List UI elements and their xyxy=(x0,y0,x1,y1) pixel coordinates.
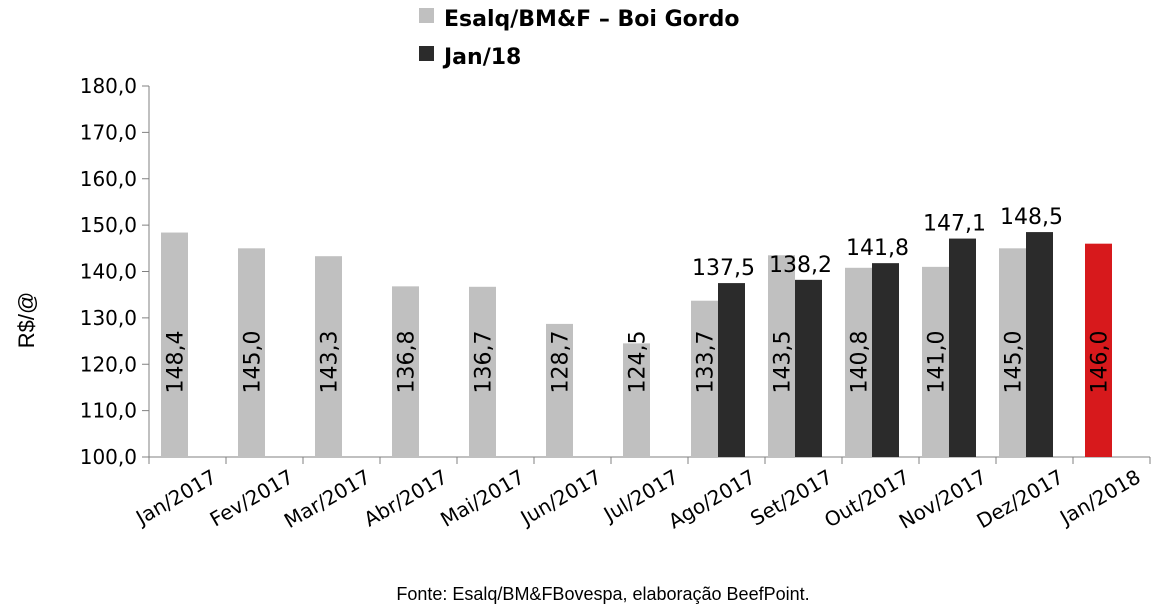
y-axis: 100,0 110,0 120,0 130,0 140,0 150,0 160,0 170,0… xyxy=(80,74,150,469)
x-tick-label: Set/2017 xyxy=(746,465,836,531)
x-tick-label: Jun/2017 xyxy=(515,465,606,531)
data-labels: 148,4 145,0 143,3 136,8 136,7 128,7 124,5 133,7… xyxy=(164,205,1113,393)
bar-jan18 xyxy=(718,283,745,457)
bars xyxy=(161,232,1112,457)
x-tick-label: Jan/2018 xyxy=(1054,465,1144,531)
data-label-esalq: 140,8 xyxy=(848,331,873,394)
legend-label-jan18: Jan/18 xyxy=(442,45,521,70)
bar-esalq xyxy=(845,267,872,457)
bar-esalq xyxy=(1085,243,1112,457)
x-tick-label: Nov/2017 xyxy=(895,465,991,534)
legend-label-esalq: Esalq/BM&F – Boi Gordo xyxy=(444,7,739,32)
bar-esalq xyxy=(392,286,419,457)
bar-esalq xyxy=(623,343,650,457)
y-tick-label: 120,0 xyxy=(80,352,137,376)
data-label-jan18: 147,1 xyxy=(923,212,986,237)
bar-esalq xyxy=(315,256,342,457)
data-label-esalq: 145,0 xyxy=(241,331,266,394)
x-tick-label: Ago/2017 xyxy=(664,465,759,534)
x-tick-label: Mai/2017 xyxy=(436,465,528,532)
bar-jan18 xyxy=(872,263,899,457)
bar-esalq xyxy=(546,323,573,457)
y-tick-label: 130,0 xyxy=(80,306,137,330)
bar-esalq xyxy=(999,248,1026,457)
bar-esalq xyxy=(161,232,188,457)
data-label-esalq: 141,0 xyxy=(925,331,950,394)
y-tick-label: 170,0 xyxy=(80,120,137,144)
data-label-jan18: 141,8 xyxy=(846,236,909,261)
x-tick-label: Fev/2017 xyxy=(206,465,298,532)
bar-jan18 xyxy=(795,279,822,457)
data-label-esalq: 124,5 xyxy=(626,331,651,394)
bar-esalq xyxy=(238,248,265,457)
data-label-esalq: 136,8 xyxy=(395,331,420,394)
data-label-jan18: 148,5 xyxy=(1000,205,1063,230)
data-label-esalq: 148,4 xyxy=(164,331,189,394)
bar-esalq xyxy=(922,266,949,457)
legend: Esalq/BM&F – Boi Gordo Jan/18 xyxy=(419,7,739,70)
x-tick-label: Dez/2017 xyxy=(972,465,1067,534)
x-tick-label: Mar/2017 xyxy=(280,465,375,533)
bar-esalq xyxy=(768,255,795,457)
data-label-esalq: 146,0 xyxy=(1088,331,1113,394)
legend-swatch-jan18 xyxy=(419,46,434,61)
y-axis-title: R$/@ xyxy=(14,292,39,349)
y-tick-label: 140,0 xyxy=(80,260,137,284)
x-axis: Jan/2017Fev/2017Mar/2017Abr/2017Mai/2017… xyxy=(130,456,1151,534)
data-label-jan18: 138,2 xyxy=(769,253,832,278)
y-tick-label: 110,0 xyxy=(80,399,137,423)
bar-esalq xyxy=(469,286,496,457)
source-note: Fonte: Esalq/BM&FBovespa, elaboração Bee… xyxy=(396,584,809,604)
x-tick-label: Abr/2017 xyxy=(360,465,452,532)
data-label-esalq: 143,3 xyxy=(318,331,343,394)
y-tick-label: 100,0 xyxy=(80,445,137,469)
bar-jan18 xyxy=(949,238,976,457)
legend-swatch-esalq xyxy=(419,8,434,23)
y-tick-label: 160,0 xyxy=(80,167,137,191)
data-label-esalq: 145,0 xyxy=(1002,331,1027,394)
data-label-jan18: 137,5 xyxy=(692,256,755,281)
y-tick-label: 180,0 xyxy=(80,74,137,98)
y-tick-label: 150,0 xyxy=(80,213,137,237)
data-label-esalq: 133,7 xyxy=(694,331,719,394)
x-tick-label: Jan/2017 xyxy=(130,465,220,531)
bar-jan18 xyxy=(1026,232,1053,457)
bar-esalq xyxy=(691,300,718,457)
data-label-esalq: 128,7 xyxy=(549,331,574,394)
data-label-esalq: 136,7 xyxy=(472,331,497,394)
data-label-esalq: 143,5 xyxy=(771,331,796,394)
